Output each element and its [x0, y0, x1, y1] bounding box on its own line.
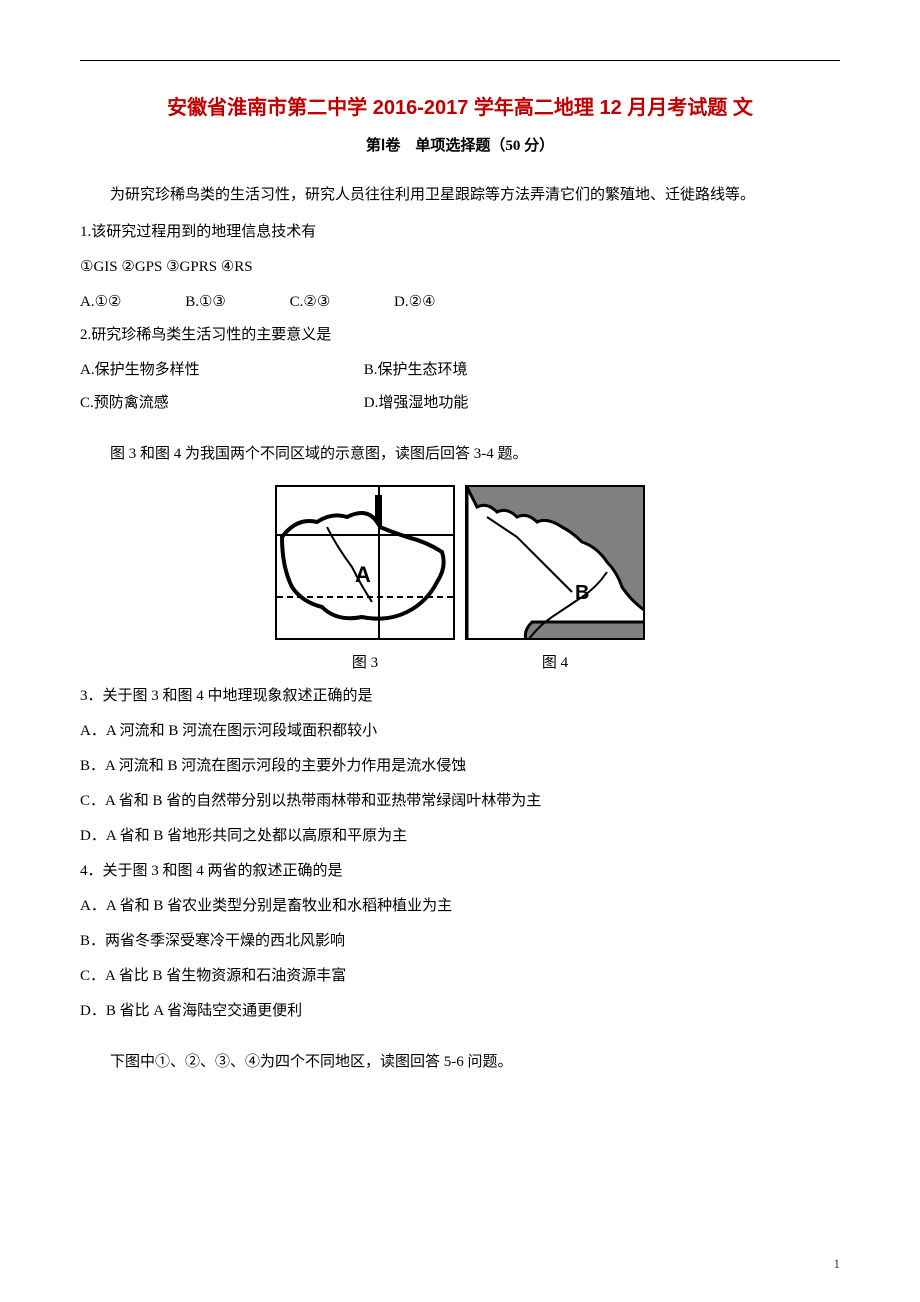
q4-opt-d: D．B 省比 A 省海陆空交通更便利 [80, 995, 840, 1028]
q3-opt-b: B．A 河流和 B 河流在图示河段的主要外力作用是流水侵蚀 [80, 750, 840, 783]
q2-opt-c: C.预防禽流感 [80, 387, 360, 420]
q2-opt-d: D.增强湿地功能 [364, 387, 644, 420]
map-b-letter: B [575, 582, 589, 604]
q3-opt-d: D．A 省和 B 省地形共同之处都以高原和平原为主 [80, 820, 840, 853]
q1-opt-d: D.②④ [394, 286, 435, 319]
q3-stem: 3．关于图 3 和图 4 中地理现象叙述正确的是 [80, 680, 840, 713]
q1-opt-c: C.②③ [290, 286, 331, 319]
q4-opt-a: A．A 省和 B 省农业类型分别是畜牧业和水稻种植业为主 [80, 890, 840, 923]
q2-opt-a: A.保护生物多样性 [80, 354, 360, 387]
q1-choices-line: ①GIS ②GPS ③GPRS ④RS [80, 251, 840, 284]
q1-opt-a: A.①② [80, 286, 121, 319]
figure-intro: 图 3 和图 4 为我国两个不同区域的示意图，读图后回答 3-4 题。 [80, 438, 840, 471]
q2-options-row2: C.预防禽流感 D.增强湿地功能 [80, 387, 840, 420]
q2-options-row1: A.保护生物多样性 B.保护生态环境 [80, 354, 840, 387]
map-4-wrapper: B [465, 485, 645, 640]
page-title: 安徽省淮南市第二中学 2016-2017 学年高二地理 12 月月考试题 文 [80, 91, 840, 120]
top-divider [80, 60, 840, 61]
q3-opt-a: A．A 河流和 B 河流在图示河段域面积都较小 [80, 715, 840, 748]
map-3-label: 图 3 [275, 651, 455, 672]
section-subtitle: 第Ⅰ卷 单项选择题（50 分） [80, 134, 840, 155]
map-images: A B 图 3 图 4 [80, 485, 840, 672]
q4-opt-c: C．A 省比 B 省生物资源和石油资源丰富 [80, 960, 840, 993]
map-3: A [275, 485, 455, 640]
q4-opt-b: B．两省冬季深受寒冷干燥的西北风影响 [80, 925, 840, 958]
q1-stem: 1.该研究过程用到的地理信息技术有 [80, 216, 840, 249]
map-3-wrapper: A [275, 485, 455, 640]
map-4: B [465, 485, 645, 640]
intro-paragraph-3: 下图中①、②、③、④为四个不同地区，读图回答 5-6 问题。 [80, 1046, 840, 1079]
q2-opt-b: B.保护生态环境 [364, 354, 644, 387]
q1-opt-b: B.①③ [185, 286, 226, 319]
q2-stem: 2.研究珍稀鸟类生活习性的主要意义是 [80, 319, 840, 352]
intro-paragraph-1: 为研究珍稀鸟类的生活习性，研究人员往往利用卫星跟踪等方法弄清它们的繁殖地、迁徙路… [80, 179, 840, 212]
map-4-label: 图 4 [465, 651, 645, 672]
map-a-letter: A [355, 562, 371, 587]
page-number: 1 [834, 1256, 841, 1272]
q3-opt-c: C．A 省和 B 省的自然带分别以热带雨林带和亚热带常绿阔叶林带为主 [80, 785, 840, 818]
q1-options: A.①② B.①③ C.②③ D.②④ [80, 286, 840, 319]
q4-stem: 4．关于图 3 和图 4 两省的叙述正确的是 [80, 855, 840, 888]
